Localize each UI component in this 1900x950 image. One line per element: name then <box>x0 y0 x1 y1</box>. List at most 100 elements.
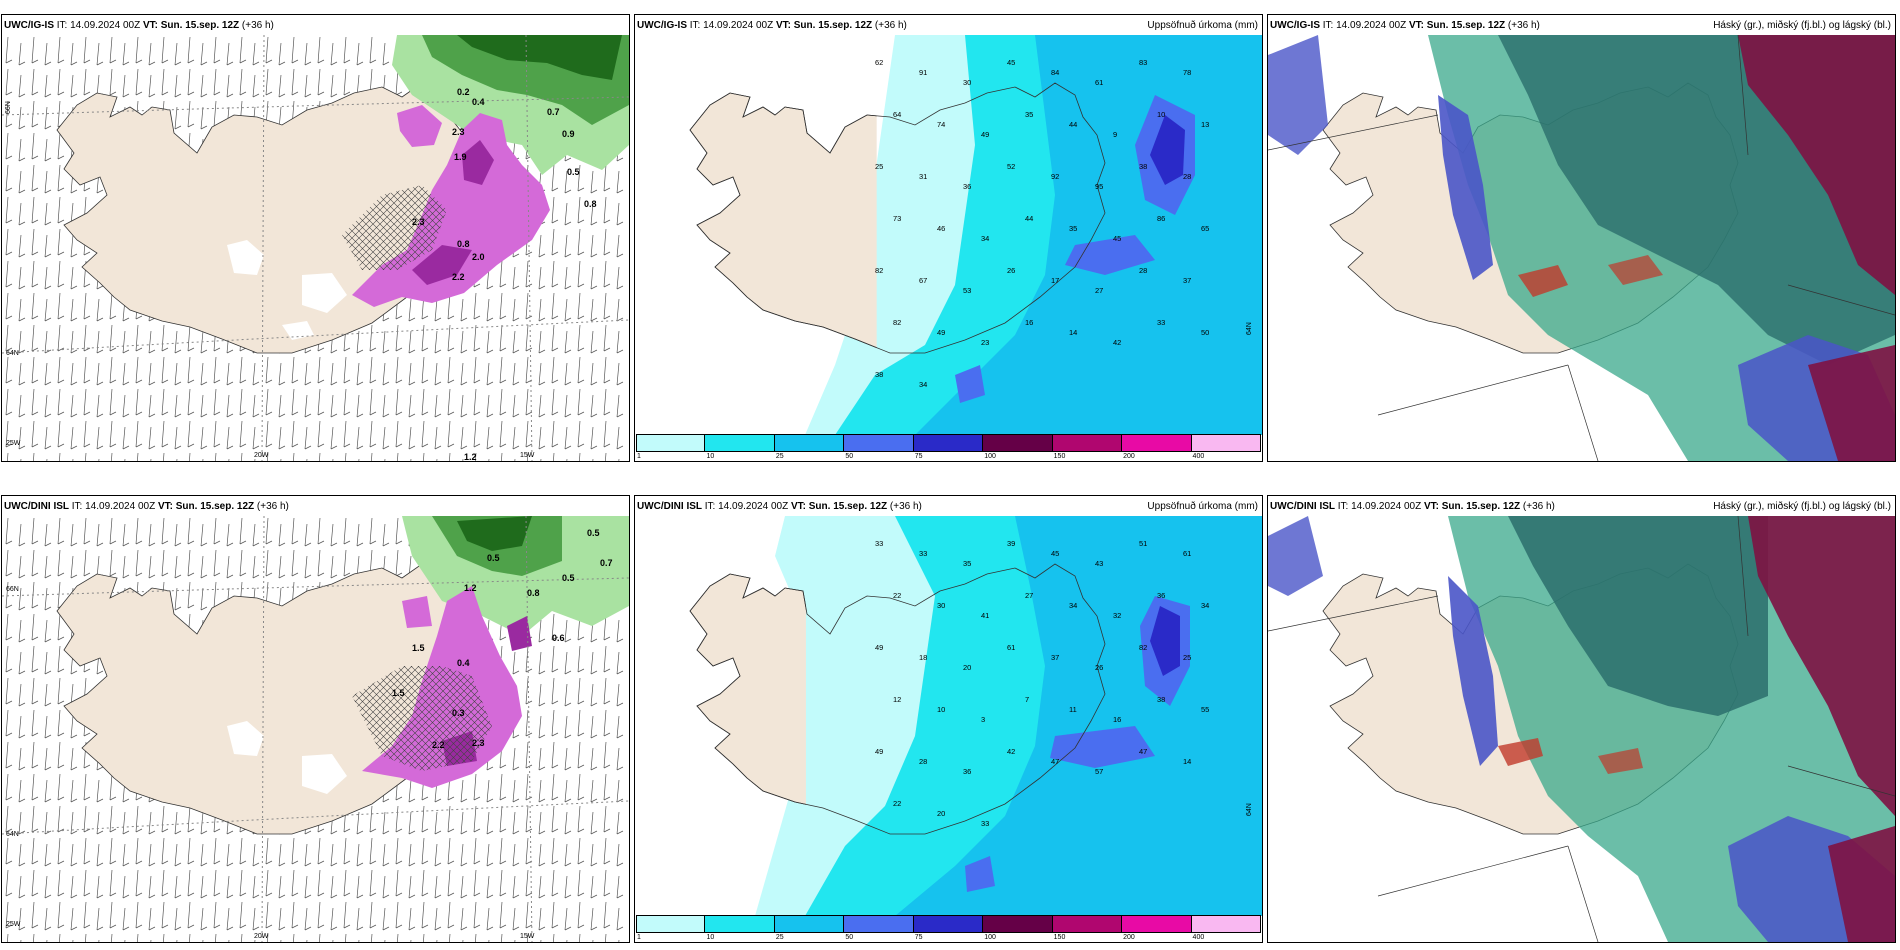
precip-value: 46 <box>937 224 945 233</box>
legend-swatch <box>1052 434 1123 452</box>
precip-value: 12 <box>893 695 901 704</box>
vt-time: Sun. 15.sep. 12Z <box>175 501 255 512</box>
legend-swatch <box>636 915 706 933</box>
precip-value: 82 <box>875 266 883 275</box>
legend-tick-label: 1 <box>637 453 641 460</box>
precip-value: 23 <box>981 338 989 347</box>
precip-value: 25 <box>1183 653 1191 662</box>
legend-swatch <box>913 434 984 452</box>
lat66-label: 66N <box>5 101 12 114</box>
it-time: 14.09.2024 00Z <box>70 20 141 31</box>
precip-value: 3 <box>981 715 985 724</box>
precip-value: 36 <box>963 767 971 776</box>
snow-value: 0.5 <box>587 528 600 538</box>
precip-value: 49 <box>981 130 989 139</box>
precip-value: 10 <box>1157 110 1165 119</box>
precip-value: 33 <box>875 539 883 548</box>
precip-value: 61 <box>1183 549 1191 558</box>
precip-value: 43 <box>1095 559 1103 568</box>
model-name: UWC/DINI ISL <box>1270 501 1335 512</box>
panel-header: UWC/IG-IS IT: 14.09.2024 00Z VT: Sun. 15… <box>1270 20 1893 31</box>
model-name: UWC/IG-IS <box>4 20 54 31</box>
precip-value: 7 <box>1025 695 1029 704</box>
precip-value: 44 <box>1069 120 1077 129</box>
it-label: IT: <box>704 501 716 512</box>
precip-value: 37 <box>1051 653 1059 662</box>
lat64-label: 64N <box>1246 803 1253 816</box>
precip-value: 18 <box>919 653 927 662</box>
legend-tick-label: 25 <box>775 934 784 941</box>
it-label: IT: <box>71 501 83 512</box>
it-time: 14.09.2024 00Z <box>85 501 156 512</box>
legend-tick-label: 150 <box>1053 453 1066 460</box>
precip-value: 16 <box>1025 318 1033 327</box>
vt-label: VT: <box>142 20 158 31</box>
lon20-label: 20W <box>254 452 269 459</box>
snow-value: 2.2 <box>432 740 445 750</box>
snow-value: 0.9 <box>562 129 575 139</box>
precip-legend: 1 10 25 50 75 100 150 200 400 <box>636 915 1261 941</box>
legend-tick-label: 1 <box>637 934 641 941</box>
precip-value: 82 <box>893 318 901 327</box>
precip-value: 11 <box>1069 705 1077 714</box>
precip-value: 42 <box>1007 747 1015 756</box>
precip-value: 38 <box>1139 162 1147 171</box>
precip-value: 10 <box>937 705 945 714</box>
precip-value: 67 <box>919 276 927 285</box>
legend-tick-label: 10 <box>706 934 715 941</box>
precip-value: 16 <box>1113 715 1121 724</box>
precip-value: 17 <box>1051 276 1059 285</box>
precip-value: 49 <box>875 643 883 652</box>
lead-time: (+36 h) <box>889 501 922 512</box>
legend-swatch <box>1122 434 1192 452</box>
precip-value: 44 <box>1025 214 1033 223</box>
legend-tick-label: 50 <box>845 453 854 460</box>
cloud-map <box>1268 516 1895 942</box>
precip-value: 33 <box>919 549 927 558</box>
snow-value: 2.3 <box>472 738 485 748</box>
precip-value: 65 <box>1201 224 1209 233</box>
it-label: IT: <box>56 20 68 31</box>
precip-value: 49 <box>875 747 883 756</box>
precip-value: 22 <box>893 591 901 600</box>
precip-map: 64N 33 33 35 39 45 43 51 61 22 30 41 27 34 32 36 34 49 18… <box>635 516 1262 916</box>
model-name: UWC/DINI ISL <box>637 501 702 512</box>
precip-value: 14 <box>1183 757 1191 766</box>
snow-values: 0.2 0.4 2.3 1.9 2.3 2.0 2.2 0.8 0.9 0.5 … <box>412 87 597 461</box>
snow-value: 0.8 <box>457 239 470 249</box>
legend-swatch <box>1052 915 1123 933</box>
vt-label: VT: <box>775 20 791 31</box>
snow-map: 66N 64N 25W 20W 15W 0.5 0.7 0.5 1.2 1.5 … <box>2 516 629 942</box>
it-time: 14.09.2024 00Z <box>718 501 789 512</box>
precip-value: 9 <box>1113 130 1117 139</box>
cloud-map <box>1268 35 1895 461</box>
vt-time: Sun. 15.sep. 12Z <box>1426 20 1506 31</box>
model-name: UWC/DINI ISL <box>4 501 69 512</box>
precip-value: 64 <box>893 110 901 119</box>
lon15-label: 15W <box>520 452 535 459</box>
it-label: IT: <box>1322 20 1334 31</box>
lat64-label: 64N <box>6 831 19 838</box>
precip-value: 36 <box>963 182 971 191</box>
snow-value: 0.7 <box>547 107 560 117</box>
it-label: IT: <box>1337 501 1349 512</box>
it-time: 14.09.2024 00Z <box>1336 20 1407 31</box>
precip-value: 34 <box>981 234 989 243</box>
snow-value: 1.9 <box>454 152 467 162</box>
snow-map: 66N 64N 25W 20W 15W 0.2 0.4 2.3 1.9 2.3 … <box>2 35 629 461</box>
snow-value: 2.3 <box>452 127 465 137</box>
precip-value: 50 <box>1201 328 1209 337</box>
precip-value: 34 <box>919 380 927 389</box>
precip-legend: 1 10 25 50 75 100 150 200 400 <box>636 434 1261 460</box>
legend-swatch <box>844 434 914 452</box>
precip-value: 31 <box>919 172 927 181</box>
snow-value: 0.6 <box>552 633 565 643</box>
precip-value: 78 <box>1183 68 1191 77</box>
precip-value: 30 <box>963 78 971 87</box>
snow-value: 0.8 <box>527 588 540 598</box>
precip-map: 64N 62 91 30 45 84 61 83 78 64 74 49 35 44 9 10 13 25 31 3… <box>635 35 1262 435</box>
panel-header: UWC/IG-IS IT: 14.09.2024 00Z VT: Sun. 15… <box>637 20 1260 31</box>
legend-tick-label: 100 <box>984 453 996 460</box>
panel-subtitle: Uppsöfnuð úrkoma (mm) <box>1147 20 1258 31</box>
panel-header: UWC/DINI ISL IT: 14.09.2024 00Z VT: Sun.… <box>4 501 627 512</box>
